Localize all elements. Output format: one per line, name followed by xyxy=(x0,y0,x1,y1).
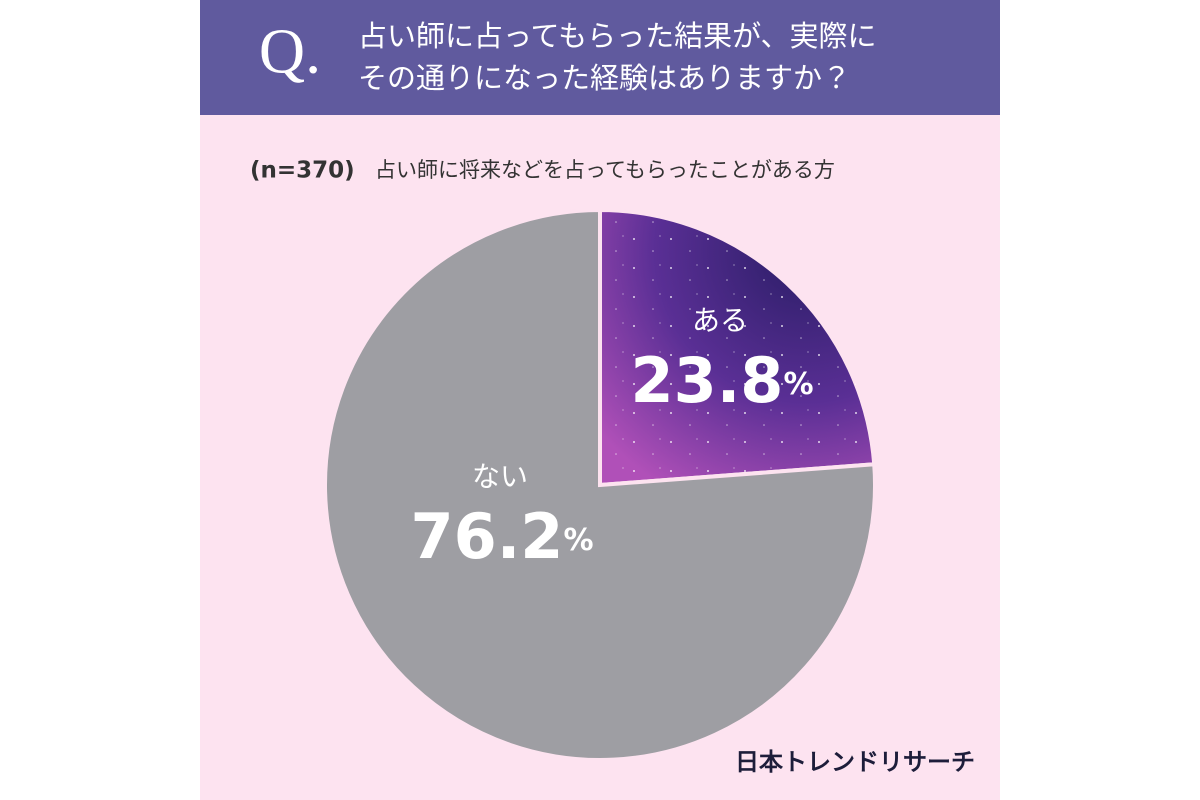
header-band xyxy=(200,0,1000,115)
question-line: その通りになった経験はありますか？ xyxy=(358,61,851,95)
slice-category: ない xyxy=(472,460,528,493)
pie-slice xyxy=(323,207,877,762)
brand: 日本トレンドリサーチ xyxy=(735,748,975,776)
sample-size: (n=370) xyxy=(250,158,355,184)
slice-category: ある xyxy=(692,304,748,337)
slice-value-label: 23.8% xyxy=(630,344,813,417)
pie: ある 23.8% ない 76.2% xyxy=(323,207,877,762)
question-line: 占い師に占ってもらった結果が、実際に xyxy=(358,19,877,53)
respondents: 占い師に将来などを占ってもらったことがある方 xyxy=(375,158,835,182)
q-mark: Q. xyxy=(259,16,321,87)
slice-value-label: 76.2% xyxy=(410,500,593,573)
